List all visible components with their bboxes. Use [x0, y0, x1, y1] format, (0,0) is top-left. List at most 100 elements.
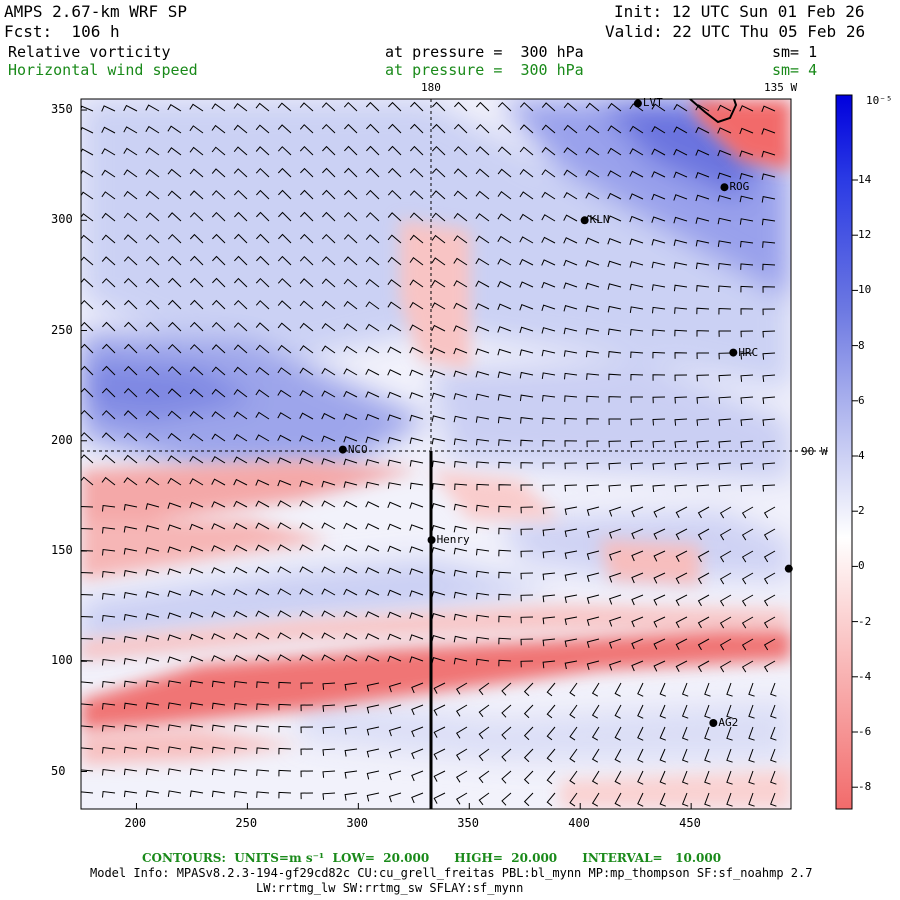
wind-barb: [520, 506, 534, 514]
wind-barb: [81, 191, 94, 200]
wind-barb: [519, 124, 534, 134]
wind-barb: [211, 746, 226, 754]
wind-barb: [564, 484, 578, 492]
wind-barb: [81, 659, 94, 667]
wind-barb: [697, 528, 710, 541]
wind-barb: [211, 366, 226, 376]
wind-barb: [541, 191, 556, 200]
wind-barb: [761, 150, 776, 158]
wind-barb: [145, 768, 160, 775]
wind-barb: [696, 352, 709, 360]
wind-barb: [608, 616, 622, 627]
wind-barb: [344, 167, 358, 178]
wind-barb: [299, 367, 314, 376]
wind-barb: [519, 258, 534, 266]
wind-barb: [344, 704, 358, 713]
wind-barb: [233, 433, 248, 442]
wind-barb: [255, 389, 270, 398]
wind-barb: [387, 501, 402, 508]
wind-barb: [343, 566, 358, 574]
wind-barb: [586, 616, 600, 626]
wind-barb: [608, 373, 622, 381]
wind-barb: [564, 372, 578, 380]
forecast-hour: Fcst: 106 h: [4, 22, 120, 41]
wind-barb: [674, 307, 688, 314]
wind-barb: [719, 528, 732, 541]
colorbar-label--2: -2: [858, 614, 872, 628]
wind-barb: [675, 528, 688, 540]
wind-barb: [410, 123, 424, 134]
wind-barb: [167, 612, 182, 619]
wind-barb: [189, 212, 204, 222]
wind-barb: [607, 283, 622, 290]
wind-barb: [409, 369, 424, 376]
wind-barb: [520, 660, 534, 668]
wind-barb: [387, 545, 402, 552]
wind-barb: [366, 145, 380, 156]
wind-barb: [167, 790, 182, 797]
wind-barb: [719, 594, 732, 607]
wind-barb: [388, 167, 402, 178]
wind-barb: [608, 506, 622, 517]
wind-barb: [365, 256, 380, 266]
wind-barb: [762, 352, 776, 360]
wind-barb: [563, 259, 578, 267]
wind-barb: [123, 454, 138, 464]
wind-barb: [520, 528, 534, 536]
wind-barb: [591, 770, 600, 785]
wind-barb: [675, 638, 688, 650]
wind-barb: [343, 345, 358, 354]
wind-barb: [455, 704, 468, 717]
wind-barb: [255, 322, 270, 332]
wind-barb: [365, 459, 380, 466]
wind-barb: [653, 638, 666, 650]
wind-barb: [388, 726, 402, 737]
wind-barb: [299, 480, 314, 487]
wind-barb: [388, 704, 402, 715]
wind-barb: [101, 299, 116, 310]
wind-barb: [211, 388, 226, 398]
wind-barb: [255, 102, 270, 112]
wind-barb: [81, 127, 94, 134]
wind-barb: [123, 702, 138, 710]
wind-barb: [433, 748, 446, 760]
wind-barb: [523, 682, 534, 697]
wind-barb: [211, 523, 226, 530]
wind-barb: [167, 702, 182, 709]
wind-barb: [343, 544, 358, 552]
wind-barb: [102, 702, 116, 710]
wind-barb: [673, 262, 688, 269]
wind-barb: [696, 440, 710, 449]
wind-barb: [674, 440, 688, 448]
wind-barb: [255, 588, 270, 596]
wind-barb: [453, 347, 468, 355]
wind-barb: [569, 770, 578, 785]
wind-barb: [585, 328, 600, 335]
wind-barb: [300, 726, 314, 734]
wind-barb: [763, 572, 776, 585]
wind-barb: [520, 638, 534, 646]
wind-barb: [563, 327, 578, 335]
wind-barb: [145, 635, 160, 642]
wind-barb: [696, 285, 710, 292]
wind-barb: [145, 212, 160, 222]
wind-barb: [546, 792, 556, 807]
wind-barb: [607, 328, 622, 336]
wind-barb: [719, 550, 732, 563]
wind-barb: [189, 168, 204, 178]
wind-barb: [520, 439, 534, 447]
wind-barb: [497, 213, 512, 222]
y-tick-label-200: 200: [51, 432, 73, 447]
wind-barb: [726, 704, 733, 719]
wind-barb: [365, 436, 380, 443]
wind-barb: [211, 456, 226, 464]
wind-barb: [695, 149, 710, 156]
wind-barb: [519, 326, 534, 334]
wind-barb: [365, 212, 380, 222]
wind-barb: [739, 195, 754, 203]
wind-barb: [167, 190, 182, 200]
wind-barb: [234, 255, 248, 266]
wind-barb: [497, 348, 512, 356]
wind-barb: [145, 746, 160, 753]
wind-barb: [614, 748, 622, 763]
